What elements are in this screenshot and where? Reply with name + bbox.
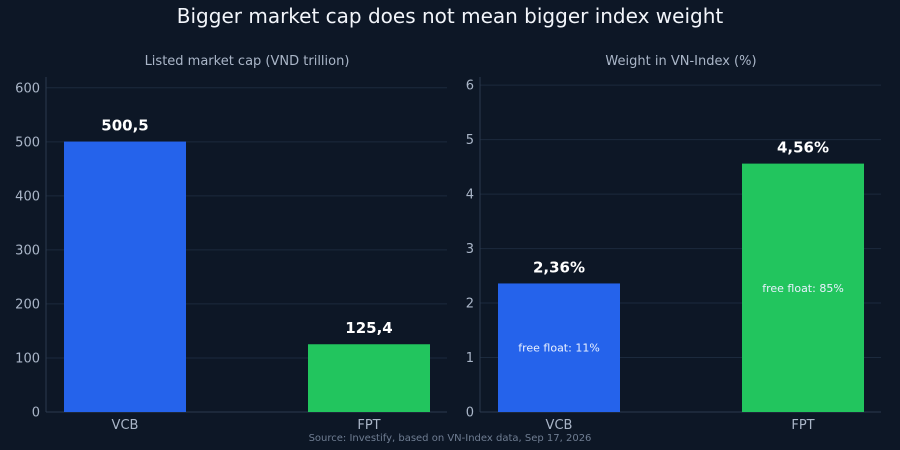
panel-title-2: Weight in VN-Index (%)	[605, 54, 756, 69]
y-tick-label: 400	[15, 189, 40, 204]
value-label: 4,56%	[777, 139, 829, 157]
y-tick-label: 3	[466, 242, 474, 257]
y-tick-label: 0	[466, 406, 474, 421]
y-tick-label: 6	[466, 79, 474, 94]
chart-title: Bigger market cap does not mean bigger i…	[176, 4, 724, 28]
y-tick-label: 500	[15, 135, 40, 150]
panel-title-1: Listed market cap (VND trillion)	[145, 54, 350, 69]
bar-annotation: free float: 11%	[518, 342, 600, 355]
x-tick-label: VCB	[546, 418, 573, 433]
y-tick-label: 0	[32, 406, 40, 421]
value-label: 500,5	[101, 117, 148, 135]
x-tick-label: FPT	[357, 418, 380, 433]
y-tick-label: 600	[15, 81, 40, 96]
y-tick-label: 4	[466, 188, 474, 203]
bar-vcb	[64, 141, 186, 412]
y-tick-label: 200	[15, 297, 40, 312]
y-tick-label: 100	[15, 351, 40, 366]
y-tick-label: 2	[466, 297, 474, 312]
y-tick-label: 1	[466, 351, 474, 366]
x-tick-label: FPT	[791, 418, 814, 433]
value-label: 2,36%	[533, 258, 585, 276]
bar-annotation: free float: 85%	[762, 282, 844, 295]
y-tick-label: 300	[15, 243, 40, 258]
y-tick-label: 5	[466, 133, 474, 148]
bar-fpt	[742, 163, 864, 412]
value-label: 125,4	[345, 319, 392, 337]
x-tick-label: VCB	[112, 418, 139, 433]
bar-vcb	[498, 283, 620, 412]
bar-fpt	[308, 344, 430, 412]
source-note: Source: Investify, based on VN-Index dat…	[308, 433, 592, 444]
